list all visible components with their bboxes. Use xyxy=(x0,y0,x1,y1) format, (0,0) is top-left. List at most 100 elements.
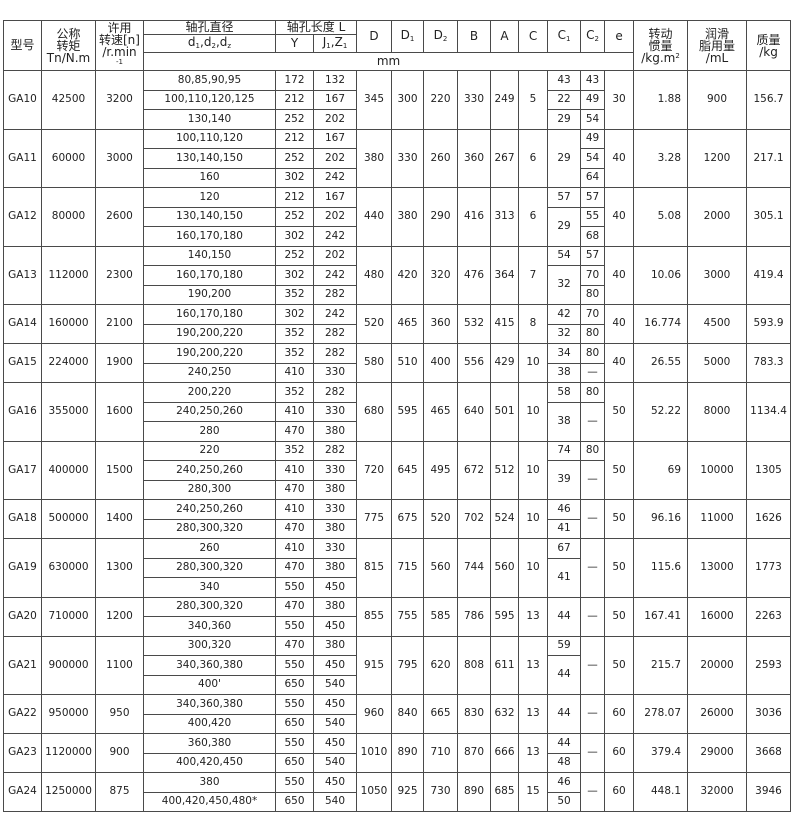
table-row: 340,360 550 450 xyxy=(4,616,791,637)
bore-diameter-cell: 160,170,180 xyxy=(143,226,276,247)
table-row: 160,170,180 302 242 32 70 xyxy=(4,265,791,306)
speed-cell: 3000 xyxy=(95,128,144,189)
grease-cell: 5000 xyxy=(687,343,748,384)
dim-c2-cell: 70 xyxy=(580,304,606,325)
length-y-cell: 302 xyxy=(275,167,314,189)
model-cell: GA24 xyxy=(3,772,42,813)
length-y-cell: 352 xyxy=(275,323,314,345)
header-model: 型号 xyxy=(3,19,42,72)
dim-a-cell: 267 xyxy=(490,128,520,189)
dim-d-cell: 1050 xyxy=(356,772,393,813)
dim-d-cell: 1010 xyxy=(356,733,393,774)
inertia-cell: 10.06 xyxy=(633,245,689,306)
dim-c-cell: 15 xyxy=(518,772,549,813)
table-body: GA10 42500 3200 80,85,90,95 172 132 345 300 220 3… xyxy=(3,70,792,813)
model-cell: GA22 xyxy=(3,694,42,735)
dim-d-cell: 440 xyxy=(356,187,393,247)
inertia-cell: 379.4 xyxy=(633,733,689,774)
dim-d2-cell: 290 xyxy=(423,187,459,247)
dim-c1-cell: 44 xyxy=(547,733,582,754)
bore-diameter-cell: 160 xyxy=(143,167,276,189)
inertia-cell: 1.88 xyxy=(633,70,689,130)
dim-c1-cell: 59 xyxy=(547,635,582,657)
dim-d-cell: 345 xyxy=(356,70,393,130)
inertia-cell: 167.41 xyxy=(633,596,689,637)
dim-a-cell: 560 xyxy=(490,538,520,598)
torque-cell: 900000 xyxy=(41,635,96,696)
table-row: GA17 400000 1500 220 352 282 720 645 495 672 512 10… xyxy=(3,440,792,501)
length-j1z1-cell: 330 xyxy=(312,460,358,481)
dim-c-cell: 5 xyxy=(518,70,549,130)
grease-cell: 11000 xyxy=(687,499,748,540)
dim-d1-cell: 715 xyxy=(391,538,425,598)
length-y-cell: 212 xyxy=(275,187,314,208)
dim-c-cell: 8 xyxy=(518,304,549,345)
dim-d-cell: 960 xyxy=(356,694,393,735)
length-y-cell: 550 xyxy=(275,733,314,754)
bore-diameter-cell: 340,360 xyxy=(143,616,276,637)
model-cell: GA14 xyxy=(3,304,42,345)
length-j1z1-cell: 540 xyxy=(312,713,358,735)
dim-e-cell: 40 xyxy=(604,304,635,345)
table-row: 340,360,380 550 450 44 xyxy=(4,655,791,696)
dim-c2-cell: 55 xyxy=(580,206,606,228)
dim-a-cell: 364 xyxy=(490,245,520,306)
bore-diameter-cell: 100,110,120,125 xyxy=(143,89,276,111)
dim-c1-cell: 44 xyxy=(547,655,582,696)
mass-cell: 783.3 xyxy=(746,343,792,384)
dim-c-cell: 13 xyxy=(518,596,549,637)
table-row: 130,140,150 252 202 29 55 xyxy=(4,206,791,247)
dim-e-cell: 50 xyxy=(604,635,635,696)
length-y-cell: 470 xyxy=(275,635,314,657)
bore-diameter-cell: 280,300,320 xyxy=(143,596,276,618)
dim-d2-cell: 520 xyxy=(423,499,459,540)
dim-e-cell: 40 xyxy=(604,187,635,247)
torque-cell: 355000 xyxy=(41,382,96,442)
coupling-spec-table: 型号 公称 转矩 Tn/N.m 许用 转速[n]/r.min -1 轴孔直径 轴孔长度 … xyxy=(3,19,792,813)
dim-c-cell: 10 xyxy=(518,382,549,442)
torque-cell: 42500 xyxy=(41,70,96,130)
length-j1z1-cell: 380 xyxy=(312,421,358,442)
length-y-cell: 410 xyxy=(275,401,314,423)
table-row: GA12 80000 2600 120 212 167 440 380 290 416 313 6 57… xyxy=(3,187,792,247)
dim-e-cell: 40 xyxy=(604,128,635,189)
grease-cell: 3000 xyxy=(687,245,748,306)
mass-cell: 1773 xyxy=(746,538,792,598)
length-j1z1-cell: 242 xyxy=(312,226,358,247)
dim-c-cell: 6 xyxy=(518,187,549,247)
length-y-cell: 352 xyxy=(275,382,314,403)
model-cell: GA15 xyxy=(3,343,42,384)
header-unit-mm: mm xyxy=(142,52,635,72)
length-j1z1-cell: 167 xyxy=(312,128,358,150)
dim-e-cell: 50 xyxy=(604,440,635,501)
dim-d1-cell: 645 xyxy=(391,440,425,501)
speed-cell: 1600 xyxy=(95,382,144,442)
dim-a-cell: 512 xyxy=(490,440,520,501)
bore-diameter-cell: 340,360,380 xyxy=(143,694,276,715)
length-j1z1-cell: 167 xyxy=(312,187,358,208)
table-row: 240,250,260 410 330 38— xyxy=(4,401,791,442)
bore-diameter-cell: 240,250,260 xyxy=(143,499,276,520)
header-bore-length: 轴孔长度 L xyxy=(274,19,358,36)
dim-d1-cell: 795 xyxy=(391,635,425,696)
table-row: 280,300,320 470 380 41 xyxy=(4,557,791,598)
mass-cell: 593.9 xyxy=(746,304,792,345)
dim-d2-cell: 220 xyxy=(423,70,459,130)
dim-c1-cell: 74 xyxy=(547,440,582,462)
inertia-cell: 215.7 xyxy=(633,635,689,696)
dim-c2-cell: — xyxy=(580,772,606,813)
header-D1: D1 xyxy=(391,19,425,54)
inertia-cell: 278.07 xyxy=(633,694,689,735)
grease-cell: 32000 xyxy=(687,772,748,813)
dim-c1-cell: 67 xyxy=(547,538,582,559)
length-j1z1-cell: 167 xyxy=(312,89,358,111)
dim-d-cell: 520 xyxy=(356,304,393,345)
dim-c-cell: 10 xyxy=(518,440,549,501)
dim-b-cell: 870 xyxy=(457,733,492,774)
length-j1z1-cell: 380 xyxy=(312,596,358,618)
model-cell: GA19 xyxy=(3,538,42,598)
dim-d2-cell: 360 xyxy=(423,304,459,345)
table-row: 400,420 650 540 xyxy=(4,713,791,735)
dim-a-cell: 595 xyxy=(490,596,520,637)
grease-cell: 26000 xyxy=(687,694,748,735)
